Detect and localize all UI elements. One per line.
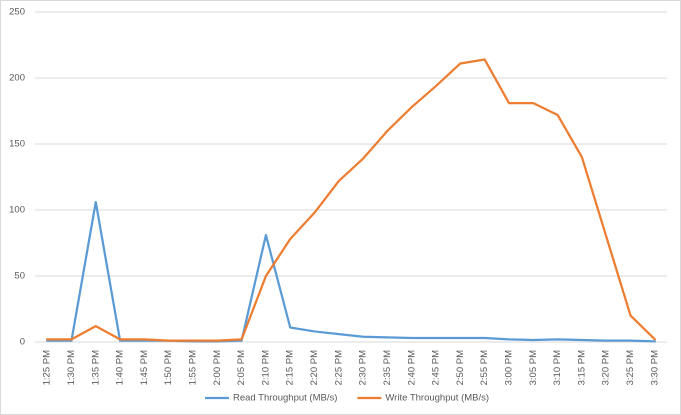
x-tick-label: 1:45 PM	[139, 350, 150, 385]
x-tick-label: 2:50 PM	[455, 350, 466, 385]
x-tick-label: 2:20 PM	[309, 350, 320, 385]
x-tick-label: 3:25 PM	[625, 350, 636, 385]
y-tick-label: 250	[9, 7, 25, 18]
x-tick-label: 3:30 PM	[649, 350, 660, 385]
x-tick-label: 2:10 PM	[260, 350, 271, 385]
y-tick-label: 150	[9, 139, 25, 150]
x-tick-label: 2:30 PM	[358, 350, 369, 385]
x-tick-label: 2:05 PM	[236, 350, 247, 385]
x-tick-label: 2:40 PM	[406, 350, 417, 385]
x-tick-label: 2:25 PM	[333, 350, 344, 385]
x-tick-label: 1:55 PM	[188, 350, 199, 385]
legend-label: Write Throughput (MB/s)	[385, 393, 489, 404]
x-tick-label: 2:45 PM	[431, 350, 442, 385]
legend: Read Throughput (MB/s) Write Throughput (…	[205, 393, 489, 404]
data-line	[46, 58, 656, 342]
x-tick-label: 1:35 PM	[90, 350, 101, 385]
x-tick-label: 1:25 PM	[42, 350, 53, 385]
y-tick-label: 100	[9, 205, 25, 216]
x-tick-label: 3:05 PM	[528, 350, 539, 385]
x-tick-label: 2:00 PM	[212, 350, 223, 385]
x-tick-label: 1:30 PM	[66, 350, 77, 385]
x-tick-label: 3:00 PM	[504, 350, 515, 385]
x-tick-label: 2:15 PM	[285, 350, 296, 385]
x-tick-label: 1:40 PM	[115, 350, 126, 385]
x-tick-label: 3:20 PM	[601, 350, 612, 385]
x-tick-label: 1:50 PM	[163, 350, 174, 385]
x-tick-label: 2:55 PM	[479, 350, 490, 385]
x-tick-label: 2:35 PM	[382, 350, 393, 385]
x-tick-label: 3:15 PM	[576, 350, 587, 385]
y-tick-label: 50	[14, 271, 25, 282]
y-tick-label: 200	[9, 73, 25, 84]
x-tick-label: 3:10 PM	[552, 350, 563, 385]
legend-label: Read Throughput (MB/s)	[233, 393, 337, 404]
y-tick-label: 0	[20, 337, 25, 348]
